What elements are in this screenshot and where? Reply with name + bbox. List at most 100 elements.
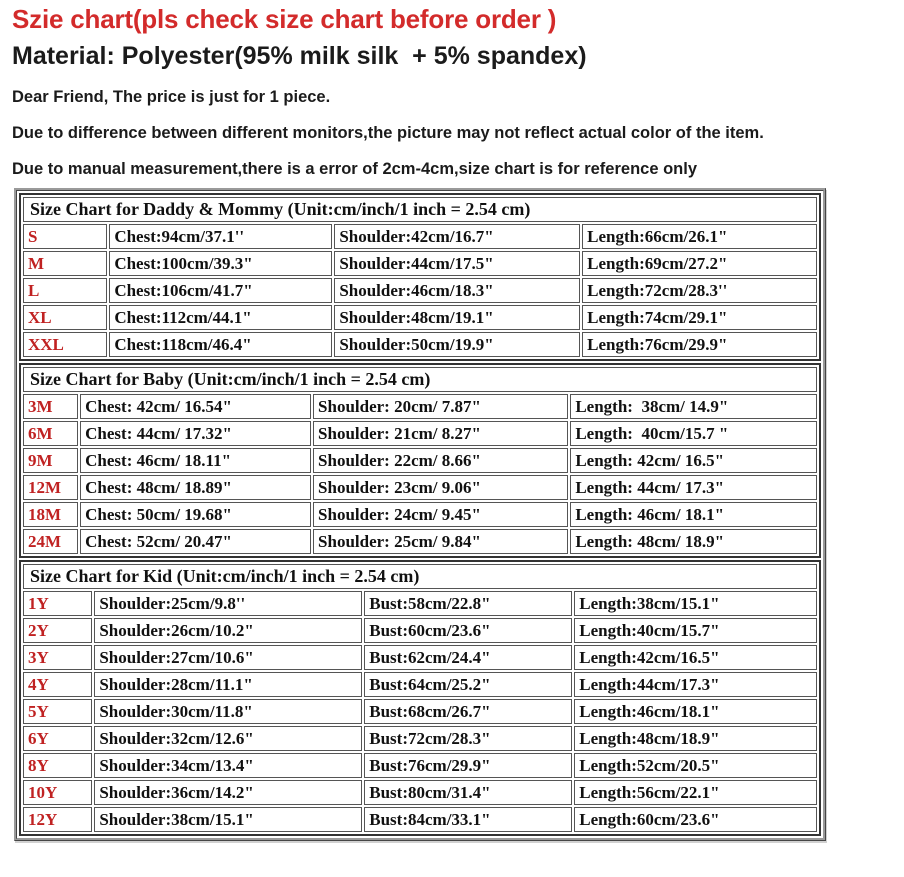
size-label-cell: 10Y	[23, 780, 93, 805]
measurement-cell: Chest: 50cm/ 19.68"	[80, 502, 312, 527]
measurement-cell: Shoulder:26cm/10.2"	[94, 618, 363, 643]
measurement-cell: Shoulder:50cm/19.9"	[334, 332, 581, 357]
measurement-cell: Shoulder: 20cm/ 7.87"	[313, 394, 569, 419]
measurement-cell: Length:52cm/20.5"	[574, 753, 817, 778]
measurement-cell: Length: 48cm/ 18.9"	[570, 529, 817, 554]
table-row: 12Y Shoulder:38cm/15.1" Bust:84cm/33.1" Len…	[23, 807, 817, 832]
table-row: 3Y Shoulder:27cm/10.6" Bust:62cm/24.4" Leng…	[23, 645, 817, 670]
measurement-cell: Bust:72cm/28.3"	[364, 726, 573, 751]
size-label-cell: L	[23, 278, 108, 303]
table-row: 9M Chest: 46cm/ 18.11" Shoulder: 22cm/ 8.6…	[23, 448, 817, 473]
table-row: 12M Chest: 48cm/ 18.89" Shoulder: 23cm/ 9.…	[23, 475, 817, 500]
measurement-cell: Shoulder:36cm/14.2"	[94, 780, 363, 805]
measurement-cell: Bust:84cm/33.1"	[364, 807, 573, 832]
note-measurement-error: Due to manual measurement,there is a err…	[12, 160, 697, 178]
table-title-kid: Size Chart for Kid (Unit:cm/inch/1 inch …	[23, 564, 817, 589]
size-label-cell: XL	[23, 305, 108, 330]
measurement-cell: Shoulder:44cm/17.5"	[334, 251, 581, 276]
measurement-cell: Shoulder:32cm/12.6"	[94, 726, 363, 751]
measurement-cell: Length:74cm/29.1"	[582, 305, 817, 330]
measurement-cell: Length: 44cm/ 17.3"	[570, 475, 817, 500]
measurement-cell: Bust:58cm/22.8"	[364, 591, 573, 616]
measurement-cell: Shoulder:25cm/9.8''	[94, 591, 363, 616]
measurement-cell: Length: 38cm/ 14.9"	[570, 394, 817, 419]
material-heading: Material: Polyester(95% milk silk + 5% s…	[12, 42, 587, 70]
measurement-cell: Bust:60cm/23.6"	[364, 618, 573, 643]
table-row: 4Y Shoulder:28cm/11.1" Bust:64cm/25.2" Leng…	[23, 672, 817, 697]
measurement-cell: Bust:68cm/26.7"	[364, 699, 573, 724]
measurement-cell: Bust:80cm/31.4"	[364, 780, 573, 805]
note-price: Dear Friend, The price is just for 1 pie…	[12, 88, 331, 106]
size-label-cell: S	[23, 224, 108, 249]
size-label-cell: 12M	[23, 475, 79, 500]
measurement-cell: Shoulder:42cm/16.7"	[334, 224, 581, 249]
table-title-row: Size Chart for Kid (Unit:cm/inch/1 inch …	[23, 564, 817, 589]
table-title-baby: Size Chart for Baby (Unit:cm/inch/1 inch…	[23, 367, 817, 392]
measurement-cell: Shoulder:34cm/13.4"	[94, 753, 363, 778]
size-label-cell: 2Y	[23, 618, 93, 643]
table-row: 18M Chest: 50cm/ 19.68" Shoulder: 24cm/ 9.…	[23, 502, 817, 527]
measurement-cell: Length:44cm/17.3"	[574, 672, 817, 697]
size-label-cell: 8Y	[23, 753, 93, 778]
measurement-cell: Chest: 42cm/ 16.54"	[80, 394, 312, 419]
measurement-cell: Chest:94cm/37.1''	[109, 224, 333, 249]
size-label-cell: 5Y	[23, 699, 93, 724]
size-label-cell: 3M	[23, 394, 79, 419]
measurement-cell: Shoulder: 24cm/ 9.45"	[313, 502, 569, 527]
measurement-cell: Chest: 46cm/ 18.11"	[80, 448, 312, 473]
measurement-cell: Chest: 48cm/ 18.89"	[80, 475, 312, 500]
table-title-row: Size Chart for Baby (Unit:cm/inch/1 inch…	[23, 367, 817, 392]
measurement-cell: Shoulder:30cm/11.8"	[94, 699, 363, 724]
size-table-baby: Size Chart for Baby (Unit:cm/inch/1 inch…	[19, 363, 821, 558]
measurement-cell: Shoulder:28cm/11.1"	[94, 672, 363, 697]
measurement-cell: Shoulder: 21cm/ 8.27"	[313, 421, 569, 446]
size-label-cell: 9M	[23, 448, 79, 473]
measurement-cell: Bust:64cm/25.2"	[364, 672, 573, 697]
measurement-cell: Shoulder: 23cm/ 9.06"	[313, 475, 569, 500]
size-table-kid: Size Chart for Kid (Unit:cm/inch/1 inch …	[19, 560, 821, 836]
measurement-cell: Length:42cm/16.5"	[574, 645, 817, 670]
size-label-cell: 24M	[23, 529, 79, 554]
page-title: Szie chart(pls check size chart before o…	[12, 4, 557, 34]
measurement-cell: Length:40cm/15.7"	[574, 618, 817, 643]
measurement-cell: Chest:100cm/39.3"	[109, 251, 333, 276]
measurement-cell: Chest: 44cm/ 17.32"	[80, 421, 312, 446]
table-row: XXL Chest:118cm/46.4" Shoulder:50cm/19.9" L…	[23, 332, 817, 357]
measurement-cell: Length: 40cm/15.7 "	[570, 421, 817, 446]
size-label-cell: 12Y	[23, 807, 93, 832]
measurement-cell: Length:66cm/26.1"	[582, 224, 817, 249]
measurement-cell: Shoulder:46cm/18.3"	[334, 278, 581, 303]
measurement-cell: Length:56cm/22.1"	[574, 780, 817, 805]
measurement-cell: Length:60cm/23.6"	[574, 807, 817, 832]
table-title-adult: Size Chart for Daddy & Mommy (Unit:cm/in…	[23, 197, 817, 222]
table-row: 1Y Shoulder:25cm/9.8'' Bust:58cm/22.8" Leng…	[23, 591, 817, 616]
measurement-cell: Length: 46cm/ 18.1"	[570, 502, 817, 527]
measurement-cell: Chest:112cm/44.1"	[109, 305, 333, 330]
measurement-cell: Chest:118cm/46.4"	[109, 332, 333, 357]
measurement-cell: Bust:62cm/24.4"	[364, 645, 573, 670]
measurement-cell: Length:48cm/18.9"	[574, 726, 817, 751]
size-label-cell: 6M	[23, 421, 79, 446]
table-row: 3M Chest: 42cm/ 16.54" Shoulder: 20cm/ 7.8…	[23, 394, 817, 419]
table-row: M Chest:100cm/39.3" Shoulder:44cm/17.5" Len…	[23, 251, 817, 276]
table-row: 8Y Shoulder:34cm/13.4" Bust:76cm/29.9" Leng…	[23, 753, 817, 778]
size-chart-frame: Size Chart for Daddy & Mommy (Unit:cm/in…	[14, 188, 826, 841]
measurement-cell: Chest:106cm/41.7"	[109, 278, 333, 303]
table-title-row: Size Chart for Daddy & Mommy (Unit:cm/in…	[23, 197, 817, 222]
table-row: L Chest:106cm/41.7" Shoulder:46cm/18.3" Len…	[23, 278, 817, 303]
table-row: XL Chest:112cm/44.1" Shoulder:48cm/19.1" Le…	[23, 305, 817, 330]
size-label-cell: M	[23, 251, 108, 276]
table-row: 5Y Shoulder:30cm/11.8" Bust:68cm/26.7" Leng…	[23, 699, 817, 724]
size-label-cell: 4Y	[23, 672, 93, 697]
table-row: 10Y Shoulder:36cm/14.2" Bust:80cm/31.4" Len…	[23, 780, 817, 805]
measurement-cell: Length:69cm/27.2"	[582, 251, 817, 276]
measurement-cell: Chest: 52cm/ 20.47"	[80, 529, 312, 554]
table-row: 6M Chest: 44cm/ 17.32" Shoulder: 21cm/ 8.2…	[23, 421, 817, 446]
measurement-cell: Shoulder:27cm/10.6"	[94, 645, 363, 670]
measurement-cell: Length: 42cm/ 16.5"	[570, 448, 817, 473]
table-row: S Chest:94cm/37.1'' Shoulder:42cm/16.7" Len…	[23, 224, 817, 249]
measurement-cell: Shoulder: 22cm/ 8.66"	[313, 448, 569, 473]
size-label-cell: 1Y	[23, 591, 93, 616]
measurement-cell: Bust:76cm/29.9"	[364, 753, 573, 778]
size-label-cell: 18M	[23, 502, 79, 527]
